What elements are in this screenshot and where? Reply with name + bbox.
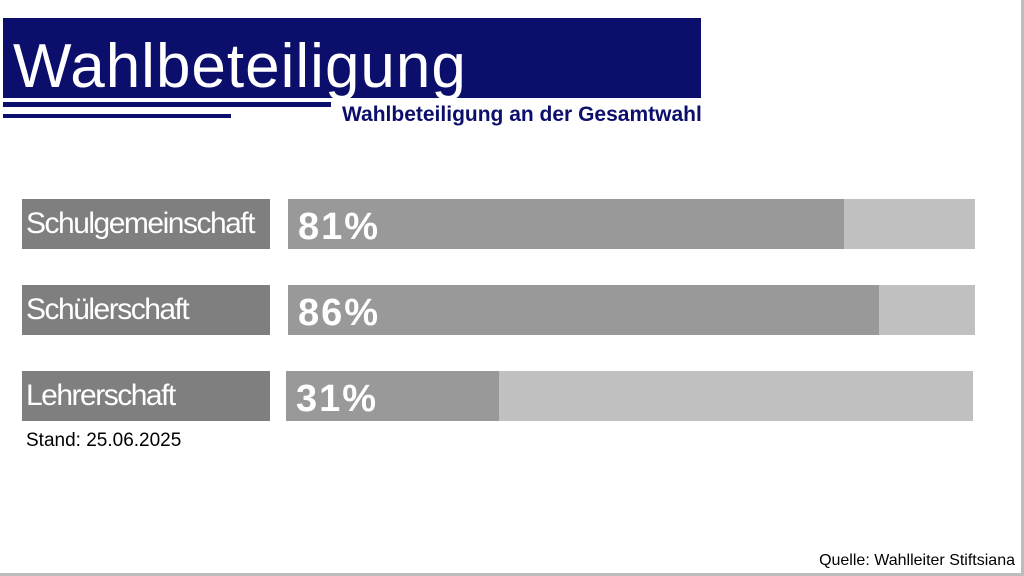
source-note: Quelle: Wahlleiter Stiftsiana: [819, 552, 1015, 569]
category-label: Schülerschaft: [22, 285, 270, 335]
title-underline-short: [3, 114, 231, 118]
bar-value-label: 31%: [296, 378, 379, 420]
category-label: Schulgemeinschaft: [22, 199, 270, 249]
slide-subtitle: Wahlbeteiligung an der Gesamtwahl: [342, 103, 702, 126]
category-label: Lehrerschaft: [22, 371, 270, 421]
bar: [286, 371, 499, 421]
stand-date: Stand: 25.06.2025: [26, 430, 182, 451]
bar-value-label: 81%: [298, 206, 381, 248]
bar: [288, 199, 844, 249]
bar-track: 81%: [288, 199, 975, 249]
title-band: Wahlbeteiligung: [3, 18, 701, 101]
slide-title: Wahlbeteiligung: [13, 32, 467, 101]
title-underline-long: [3, 102, 331, 107]
bar-value-label: 86%: [298, 292, 381, 334]
bar: [288, 285, 879, 335]
bar-track: 86%: [288, 285, 975, 335]
bar-track: 31%: [286, 371, 973, 421]
